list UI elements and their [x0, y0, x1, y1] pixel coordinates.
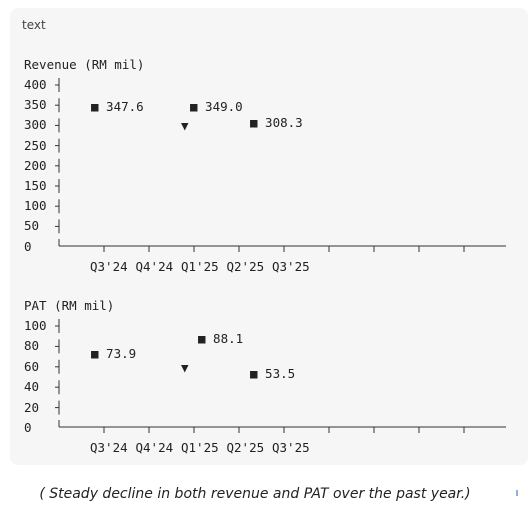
- data-point: ■ 88.1: [198, 331, 244, 347]
- x-category-label: Q3'25: [272, 259, 310, 274]
- y-tick-label: 60: [24, 358, 40, 374]
- y-tick-label: 400: [24, 77, 47, 92]
- code-language-label: text: [22, 18, 46, 32]
- code-block: [10, 8, 528, 465]
- data-point: ■ 308.3: [250, 115, 303, 131]
- chart-caption: ( Steady decline in both revenue and PAT…: [39, 486, 471, 502]
- x-category-label: Q4'24: [135, 259, 174, 274]
- x-category-label: Q3'24: [90, 259, 128, 274]
- y-tick-label: 80: [24, 338, 40, 354]
- data-point: ■ 349.0: [190, 98, 243, 114]
- data-point-triangle: ▼: [181, 359, 189, 375]
- x-category-label: Q3'24: [90, 440, 128, 455]
- data-point: ■ 347.6: [91, 99, 144, 115]
- pat-chart-title: PAT (RM mil): [24, 298, 115, 313]
- y-tick-label: 100: [24, 198, 47, 214]
- x-category-label: Q1'25: [181, 259, 219, 274]
- y-tick-label: 40: [24, 379, 40, 395]
- y-tick-label: 0: [24, 420, 32, 435]
- y-tick-label: 50: [24, 218, 40, 234]
- x-category-label: Q2'25: [226, 259, 265, 274]
- y-tick-label: 350: [24, 97, 47, 113]
- x-category-label: Q3'25: [272, 440, 310, 455]
- x-category-label: Q4'24: [135, 440, 174, 455]
- y-tick-label: 100: [24, 318, 47, 333]
- y-tick-label: 200: [24, 157, 47, 173]
- revenue-chart-title: Revenue (RM mil): [24, 57, 145, 72]
- x-category-label: Q2'25: [226, 440, 265, 455]
- data-point: ■ 53.5: [250, 366, 296, 382]
- y-tick-label: 150: [24, 178, 47, 193]
- scroll-indicator: [516, 490, 518, 496]
- x-category-label: Q1'25: [181, 440, 219, 455]
- data-point: ■ 73.9: [91, 345, 137, 361]
- y-tick-label: 250: [24, 137, 47, 153]
- data-point-triangle: ▼: [181, 118, 189, 134]
- y-tick-label: 300: [24, 117, 47, 133]
- y-tick-label: 0: [24, 238, 32, 254]
- y-tick-label: 20: [24, 399, 40, 415]
